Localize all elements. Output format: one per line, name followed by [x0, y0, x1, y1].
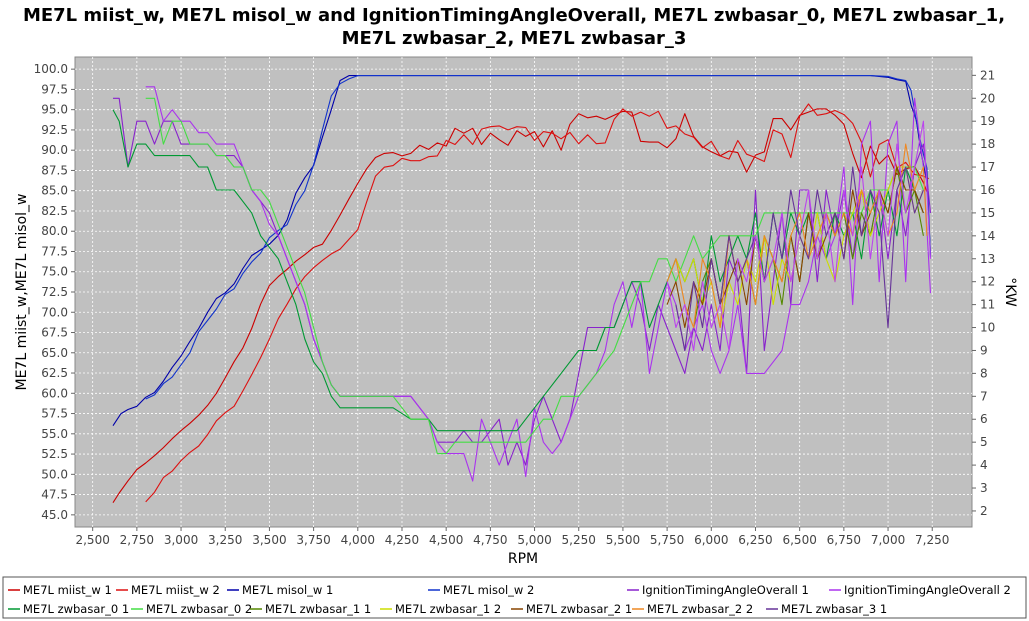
legend-entry: ME7L zwbasar_3 1: [781, 602, 887, 616]
y2-tick-label: 12: [980, 275, 995, 289]
grid-lines: [75, 57, 972, 527]
legend-entry: ME7L zwbasar_0 2: [146, 602, 252, 616]
y-tick-label: 55.0: [41, 427, 68, 441]
series-group: [112, 75, 932, 503]
x-tick-label: 5,000: [517, 533, 551, 547]
series-line: [112, 108, 930, 503]
x-tick-label: 5,750: [650, 533, 684, 547]
y-axis-ticks: 45.0 47.5 50.0 52.5 55.0 57.5 60.0 62.5 65.0 67.5…: [34, 62, 75, 522]
x-tick-label: 7,000: [871, 533, 905, 547]
y-tick-label: 52.5: [41, 447, 68, 461]
y-tick-label: 95.0: [41, 103, 68, 117]
x-tick-label: 3,000: [164, 533, 198, 547]
y2-tick-label: 15: [980, 206, 995, 220]
x-tick-label: 4,250: [385, 533, 419, 547]
y-tick-label: 57.5: [41, 407, 68, 421]
x-tick-label: 7,250: [915, 533, 949, 547]
y-tick-label: 87.5: [41, 163, 68, 177]
legend-box: [2, 576, 1027, 619]
x-tick-label: 3,750: [296, 533, 330, 547]
y2-tick-label: 4: [980, 458, 988, 472]
y-tick-label: 47.5: [41, 488, 68, 502]
x-tick-label: 3,250: [208, 533, 242, 547]
x-tick-label: 4,500: [429, 533, 463, 547]
y2-tick-label: 10: [980, 321, 995, 335]
series-line: [113, 97, 932, 466]
y-tick-label: 62.5: [41, 366, 68, 380]
chart-title-line-2: ME7L zwbasar_2, ME7L zwbasar_3: [342, 28, 687, 49]
series-line: [145, 75, 932, 400]
series-line: [112, 109, 924, 432]
y-tick-label: 75.0: [41, 265, 68, 279]
chart-title-line-1: ME7L miist_w, ME7L misol_w and IgnitionT…: [23, 5, 1005, 26]
y2-tick-label: 8: [980, 366, 988, 380]
y2-tick-label: 5: [980, 435, 988, 449]
y2-tick-label: 16: [980, 183, 995, 197]
y-tick-label: 70.0: [41, 305, 68, 319]
y-tick-label: 85.0: [41, 184, 68, 198]
x-tick-label: 3,500: [252, 533, 286, 547]
y-tick-label: 60.0: [41, 386, 68, 400]
legend-entry: ME7L zwbasar_2 1: [526, 602, 632, 616]
legend-entry: IgnitionTimingAngleOverall 1: [642, 583, 809, 597]
legend-entry: IgnitionTimingAngleOverall 2: [844, 583, 1011, 597]
legend-entry: ME7L zwbasar_1 2: [395, 602, 501, 616]
legend-entry: ME7L zwbasar_0 1: [23, 602, 129, 616]
y2-tick-label: 17: [980, 160, 995, 174]
x-tick-label: 5,500: [606, 533, 640, 547]
legend-entry: ME7L misol_w 2: [443, 583, 534, 597]
x-tick-label: 2,500: [75, 533, 109, 547]
x-tick-label: 4,750: [473, 533, 507, 547]
legend-entry: ME7L zwbasar_1 1: [265, 602, 371, 616]
y2-tick-label: 7: [980, 389, 988, 403]
y-tick-label: 77.5: [41, 244, 68, 258]
y2-axis-label: °KW: [1002, 277, 1018, 307]
legend-entry: ME7L zwbasar_2 2: [647, 602, 753, 616]
x-axis-label: RPM: [508, 551, 538, 567]
legend: ME7L miist_w 1 ME7L miist_w 2 ME7L misol_w…: [8, 583, 1011, 616]
y2-tick-label: 18: [980, 137, 995, 151]
series-line: [112, 75, 932, 427]
y2-axis-ticks: 2 3 4 5 6 7 8 9 10 11 12 13 14 15 16 17 18 19 20 21: [972, 68, 995, 518]
x-tick-label: 5,250: [562, 533, 596, 547]
y-axis-label: ME7L miist_w,ME7L misol_w: [14, 194, 30, 391]
legend-entry: ME7L miist_w 2: [131, 583, 220, 597]
y-tick-label: 67.5: [41, 326, 68, 340]
y2-tick-label: 2: [980, 504, 988, 518]
y2-tick-label: 20: [980, 91, 995, 105]
y-tick-label: 100.0: [34, 62, 68, 76]
y-tick-label: 82.5: [41, 204, 68, 218]
legend-entry: ME7L misol_w 1: [242, 583, 333, 597]
y-tick-label: 65.0: [41, 346, 68, 360]
x-tick-label: 4,000: [341, 533, 375, 547]
y2-tick-label: 14: [980, 229, 995, 243]
x-tick-label: 2,750: [120, 533, 154, 547]
x-axis-ticks: 2,500 2,750 3,000 3,250 3,500 3,750 4,000 4,250…: [75, 527, 949, 547]
legend-entry: ME7L miist_w 1: [23, 583, 112, 597]
x-tick-label: 6,750: [827, 533, 861, 547]
y2-tick-label: 11: [980, 298, 995, 312]
series-line: [145, 103, 929, 503]
y-tick-label: 90.0: [41, 143, 68, 157]
y-tick-label: 50.0: [41, 467, 68, 481]
y2-tick-label: 9: [980, 343, 988, 357]
y2-tick-label: 13: [980, 252, 995, 266]
y-tick-label: 72.5: [41, 285, 68, 299]
series-line: [666, 120, 932, 352]
y-tick-label: 97.5: [41, 82, 68, 96]
y2-tick-label: 3: [980, 481, 988, 495]
x-tick-label: 6,500: [782, 533, 816, 547]
y-tick-label: 92.5: [41, 123, 68, 137]
y2-tick-label: 21: [980, 68, 995, 82]
y2-tick-label: 6: [980, 412, 988, 426]
series-line: [145, 86, 932, 482]
y-tick-label: 45.0: [41, 508, 68, 522]
x-tick-label: 6,000: [694, 533, 728, 547]
y-tick-label: 80.0: [41, 224, 68, 238]
y2-tick-label: 19: [980, 114, 995, 128]
x-tick-label: 6,250: [738, 533, 772, 547]
